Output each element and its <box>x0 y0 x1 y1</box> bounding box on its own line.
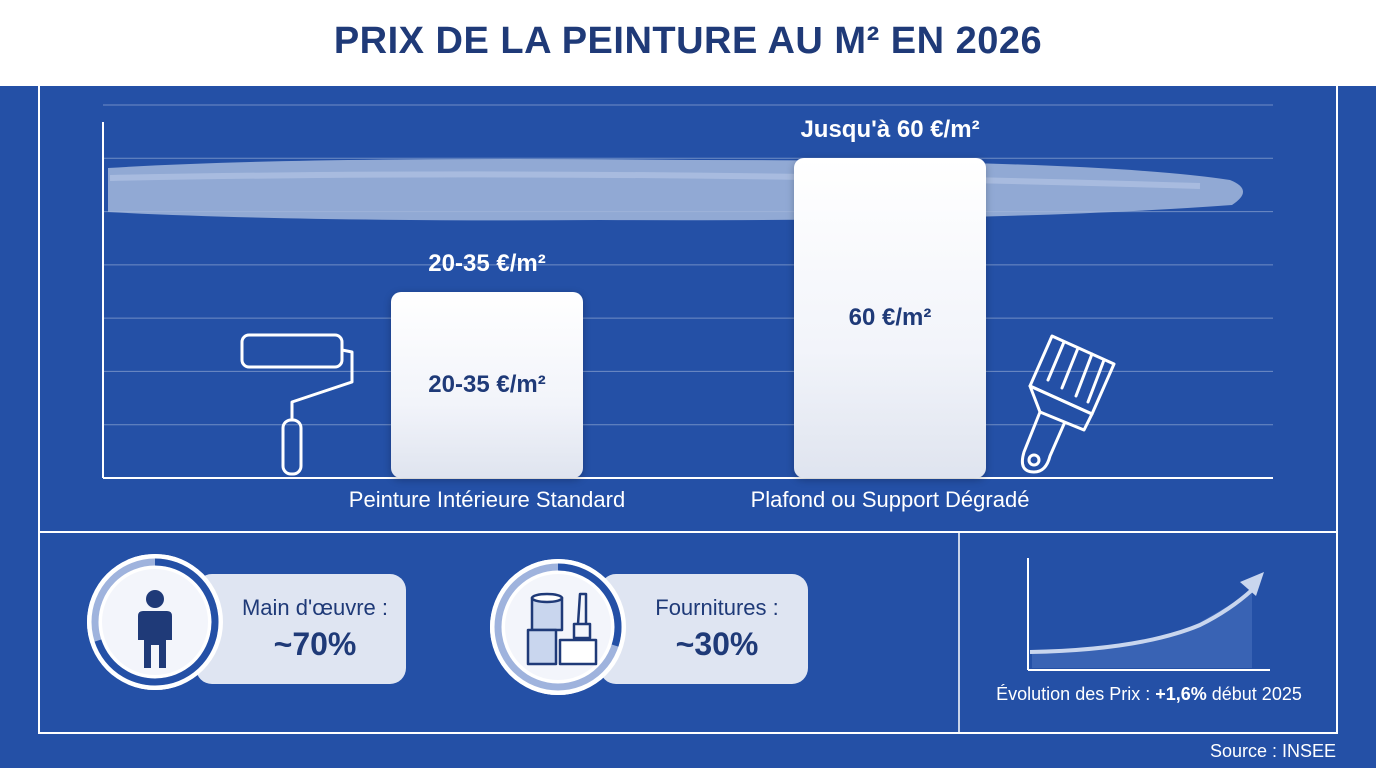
supplies-share-card <box>600 574 808 684</box>
brush-stroke-highlight <box>109 171 1201 189</box>
section-divider <box>38 531 1338 533</box>
paint-brush-icon <box>1020 334 1116 474</box>
source-note: Source : INSEE <box>1209 741 1336 761</box>
chart-frame <box>38 86 1338 734</box>
rising-trend-icon <box>1027 558 1270 671</box>
paint-roller-icon <box>240 333 354 476</box>
panel-divider <box>958 533 960 733</box>
price-evolution-caption: Évolution des Prix : +1,6% début 2025 <box>960 684 1338 705</box>
category-label: Peinture Intérieure Standard <box>348 487 626 512</box>
page-title: PRIX DE LA PEINTURE AU M² EN 2026 <box>333 20 1043 62</box>
bar-top-label: 20-35 €/m² <box>428 249 546 277</box>
bar-plafond-support: 60 €/m² <box>794 158 986 478</box>
labour-value: ~70% <box>273 626 357 662</box>
bar-top-label: Jusqu'à 60 €/m² <box>800 116 980 144</box>
evolution-suffix: début 2025 <box>1206 684 1302 704</box>
bar-inner-label: 20-35 €/m² <box>428 370 546 398</box>
brush-stroke-decoration <box>108 159 1244 221</box>
supplies-value: ~30% <box>675 626 759 662</box>
evolution-value: +1,6% <box>1155 684 1207 704</box>
supplies-label: Fournitures : <box>655 595 779 620</box>
labour-label: Main d'œuvre : <box>241 595 389 620</box>
evolution-prefix: Évolution des Prix : <box>996 684 1156 704</box>
title-band <box>0 0 1376 86</box>
labour-share-card <box>196 574 406 684</box>
category-label: Plafond ou Support Dégradé <box>750 487 1030 512</box>
bar-inner-label: 60 €/m² <box>848 304 932 332</box>
bar-peinture-interieure: 20-35 €/m² <box>391 291 583 478</box>
